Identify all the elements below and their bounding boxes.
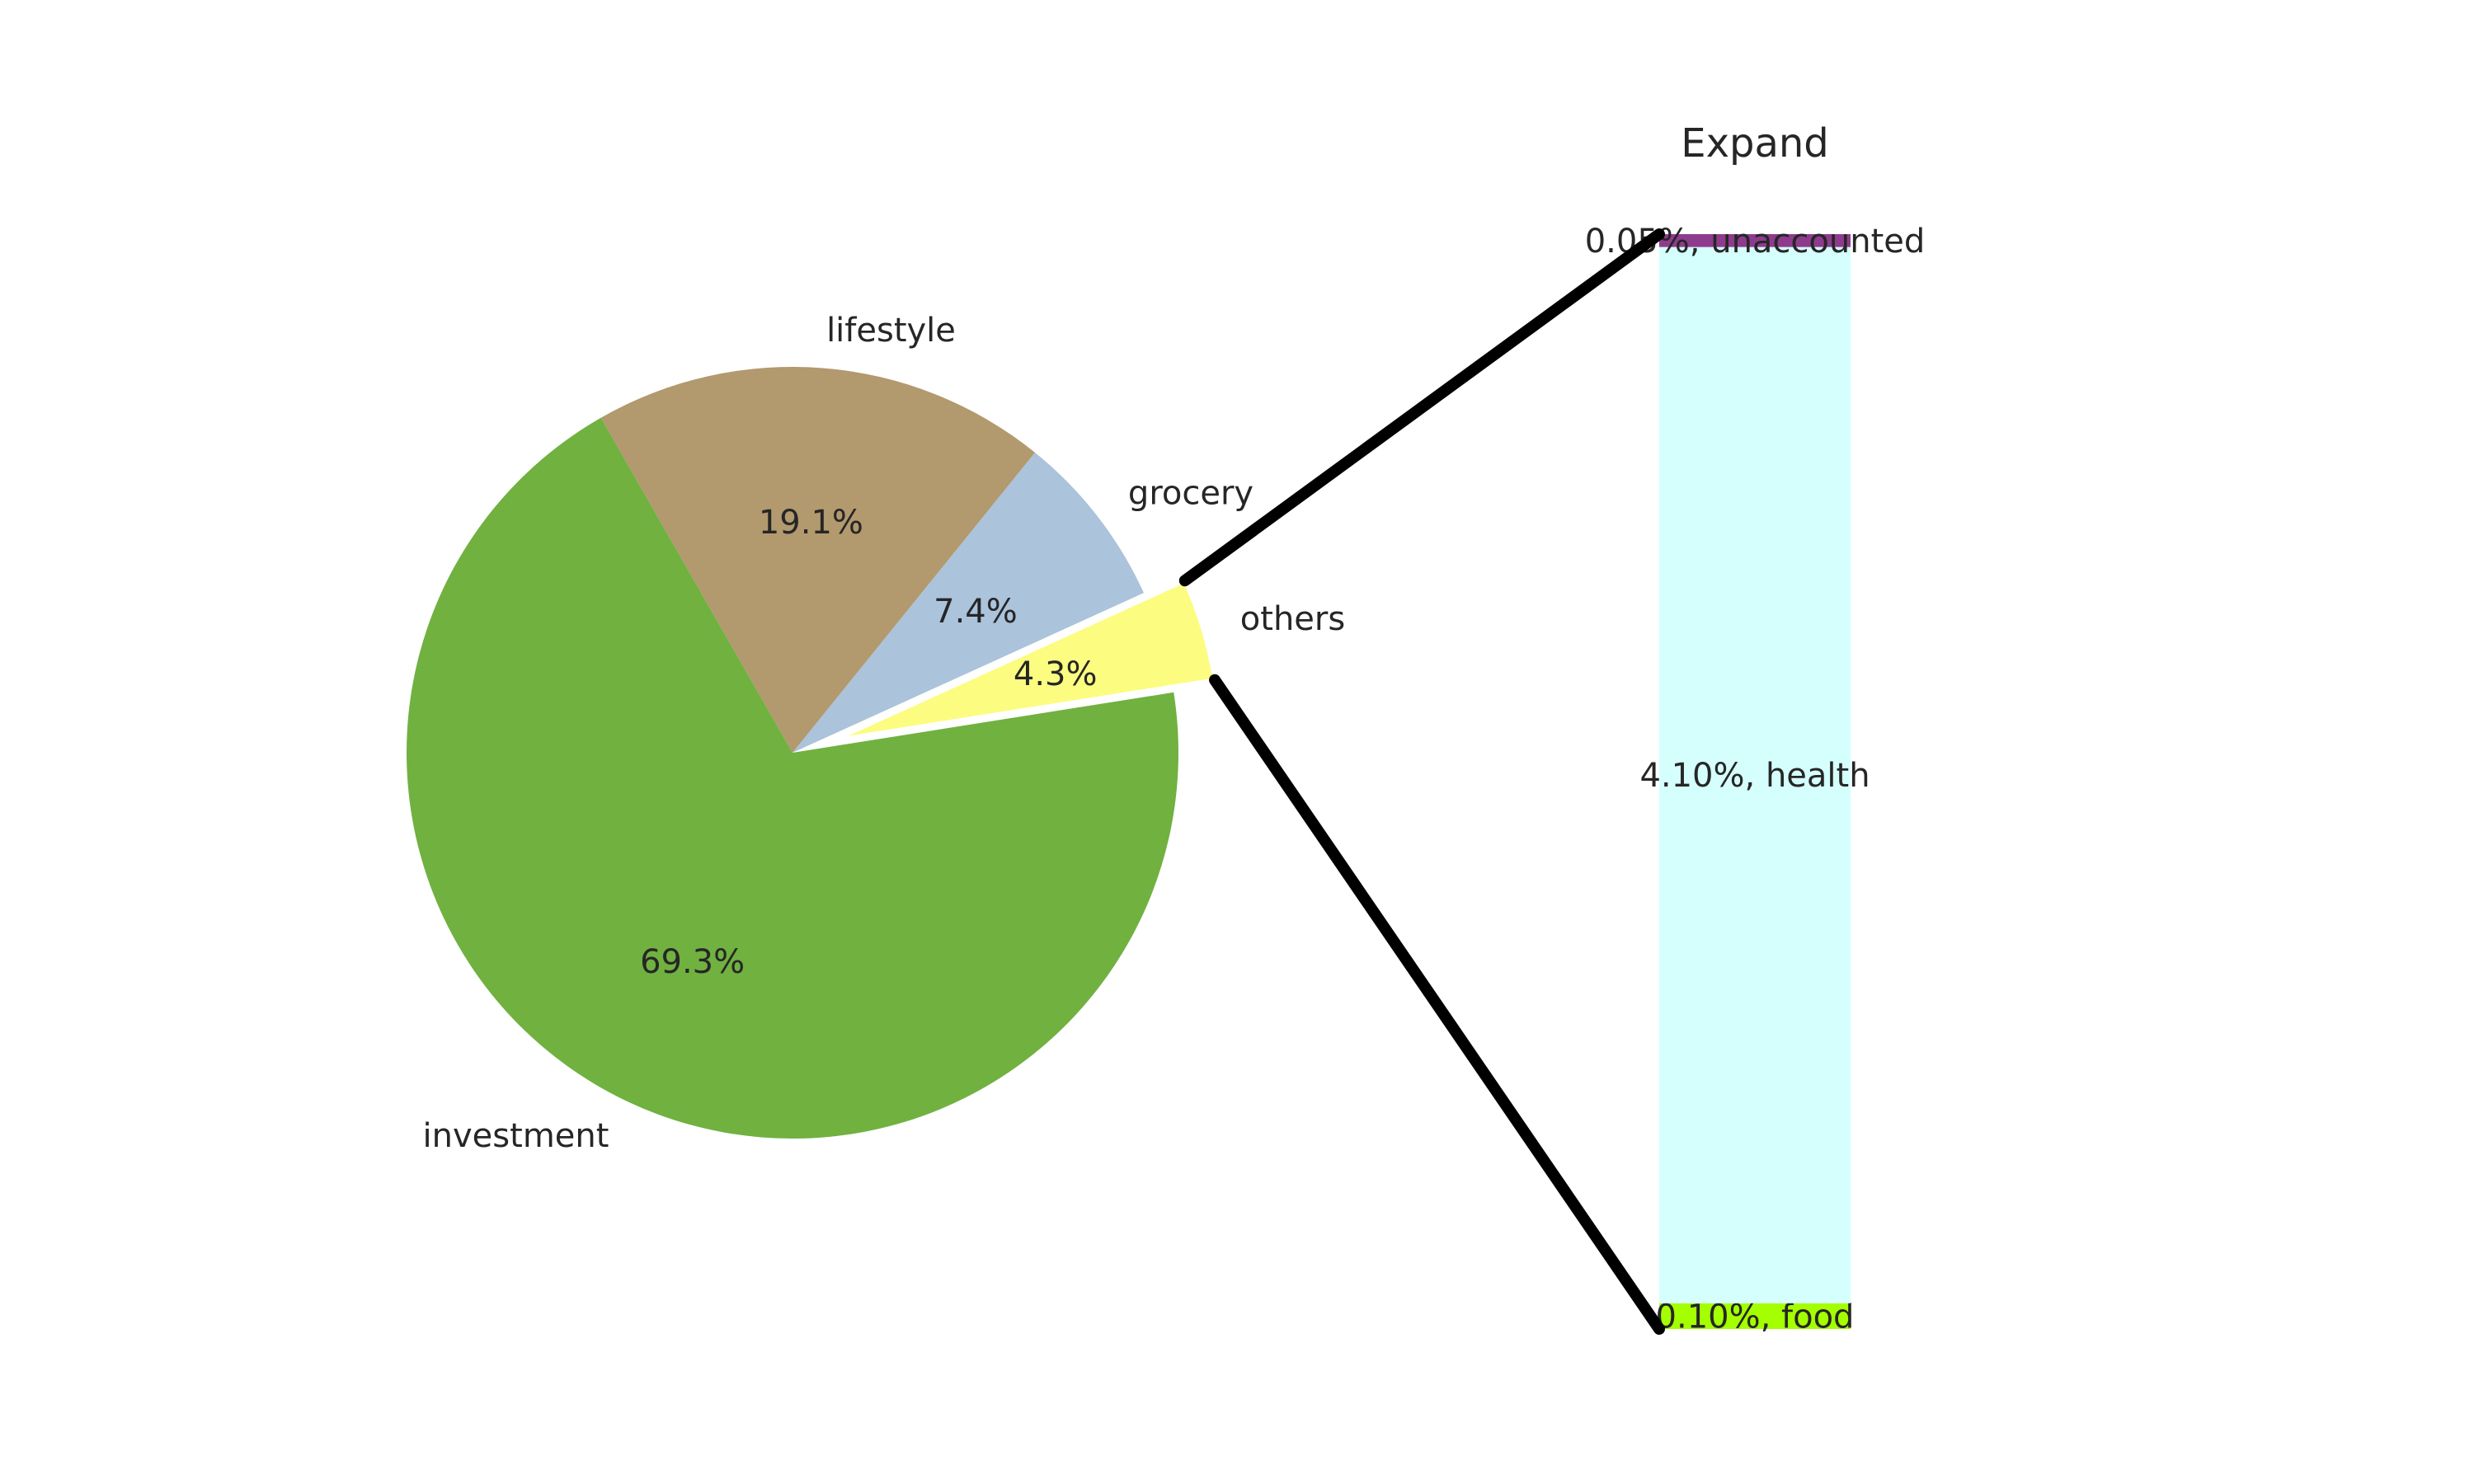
pie-category-label-others: others: [1240, 600, 1345, 638]
pie-category-label-grocery: grocery: [1128, 475, 1253, 513]
bar-segment-label-4-10-health: 4.10%, health: [1639, 757, 1870, 795]
pie-slice-investment: [407, 417, 1179, 1139]
pie-slice-grocery: [793, 452, 1144, 753]
pie-category-label-lifestyle: lifestyle: [826, 312, 956, 350]
connector-line-bottom: [1209, 674, 1665, 1335]
pie-percent-label-grocery: 7.4%: [934, 593, 1018, 631]
bar-segment-0-10-food: [1659, 1303, 1851, 1329]
pie-percent-label-lifestyle: 19.1%: [759, 504, 863, 542]
pie-slice-lifestyle: [600, 367, 1036, 753]
bar-segment-4-10-health: [1659, 247, 1851, 1303]
pie-percent-label-others: 4.3%: [1014, 655, 1098, 693]
pie-chart: 4.3% others 7.4% grocery 19.1% lifestyle 69.3%…: [407, 312, 1345, 1155]
bar-segment-label-0-10-food: 0.10%, food: [1656, 1298, 1855, 1336]
connector-line-top: [1178, 228, 1665, 587]
bar-segment-0-05-unaccounted: [1659, 234, 1851, 247]
connector-lines: [1178, 228, 1665, 1335]
pie-category-label-investment: investment: [423, 1117, 609, 1155]
bar-title: Expand: [1681, 120, 1829, 167]
pie-percent-label-investment: 69.3%: [640, 943, 745, 981]
